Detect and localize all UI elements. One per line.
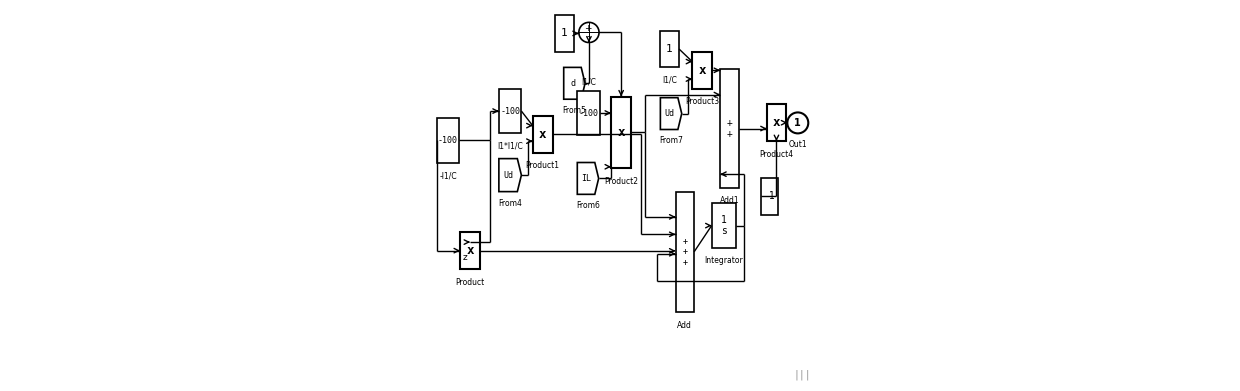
Text: +: + [584, 24, 591, 33]
Text: IL: IL [582, 174, 591, 183]
FancyBboxPatch shape [676, 192, 694, 312]
FancyBboxPatch shape [720, 69, 739, 188]
Text: Add1: Add1 [719, 196, 739, 205]
Text: 1: 1 [562, 29, 568, 38]
Text: |||: ||| [794, 369, 811, 380]
FancyBboxPatch shape [766, 104, 786, 141]
Text: -: - [587, 32, 590, 41]
Text: Product1: Product1 [526, 161, 559, 170]
FancyBboxPatch shape [611, 97, 631, 168]
Text: x: x [466, 244, 474, 257]
Text: -100: -100 [438, 136, 458, 145]
Text: -I1/C: -I1/C [439, 171, 456, 180]
Text: x: x [618, 126, 625, 139]
Text: d: d [570, 79, 575, 88]
Circle shape [579, 22, 599, 43]
FancyBboxPatch shape [460, 232, 480, 269]
Text: Ud: Ud [665, 109, 675, 118]
Text: I1/C: I1/C [662, 76, 677, 85]
FancyBboxPatch shape [554, 15, 574, 52]
Text: -100: -100 [500, 107, 520, 116]
Text: 1
s: 1 s [720, 215, 727, 237]
FancyBboxPatch shape [436, 118, 459, 163]
Text: 1: 1 [666, 44, 672, 54]
Text: z: z [463, 253, 467, 262]
Text: Product3: Product3 [686, 97, 719, 106]
Polygon shape [578, 163, 599, 194]
Text: +
+: + + [727, 118, 733, 139]
Polygon shape [564, 67, 585, 99]
Text: Product4: Product4 [759, 150, 794, 159]
Text: From7: From7 [660, 136, 683, 145]
Text: Out1: Out1 [789, 140, 807, 149]
FancyBboxPatch shape [578, 91, 600, 135]
Polygon shape [498, 159, 521, 192]
Text: +
+
+: + + + [682, 237, 687, 267]
Text: From4: From4 [498, 199, 522, 208]
FancyBboxPatch shape [660, 30, 680, 67]
FancyBboxPatch shape [692, 52, 713, 89]
Text: x: x [698, 64, 706, 77]
Text: I1*I1/C: I1*I1/C [497, 142, 523, 151]
Text: From5: From5 [563, 106, 587, 115]
FancyBboxPatch shape [498, 89, 521, 133]
Text: Product: Product [455, 278, 485, 287]
FancyBboxPatch shape [533, 116, 553, 153]
Text: -100: -100 [579, 109, 599, 118]
FancyBboxPatch shape [760, 178, 779, 215]
Text: x: x [773, 116, 780, 129]
Text: 1: 1 [795, 118, 801, 128]
Text: -1: -1 [764, 192, 775, 201]
Text: Ud: Ud [503, 170, 513, 179]
Polygon shape [661, 98, 682, 129]
Circle shape [787, 113, 808, 133]
FancyBboxPatch shape [712, 203, 735, 248]
Text: x: x [539, 128, 547, 141]
Text: Product2: Product2 [604, 177, 639, 186]
Text: I1/C: I1/C [582, 78, 596, 87]
Text: Integrator: Integrator [704, 256, 743, 265]
Text: From6: From6 [577, 201, 600, 210]
Text: Add: Add [677, 321, 692, 330]
